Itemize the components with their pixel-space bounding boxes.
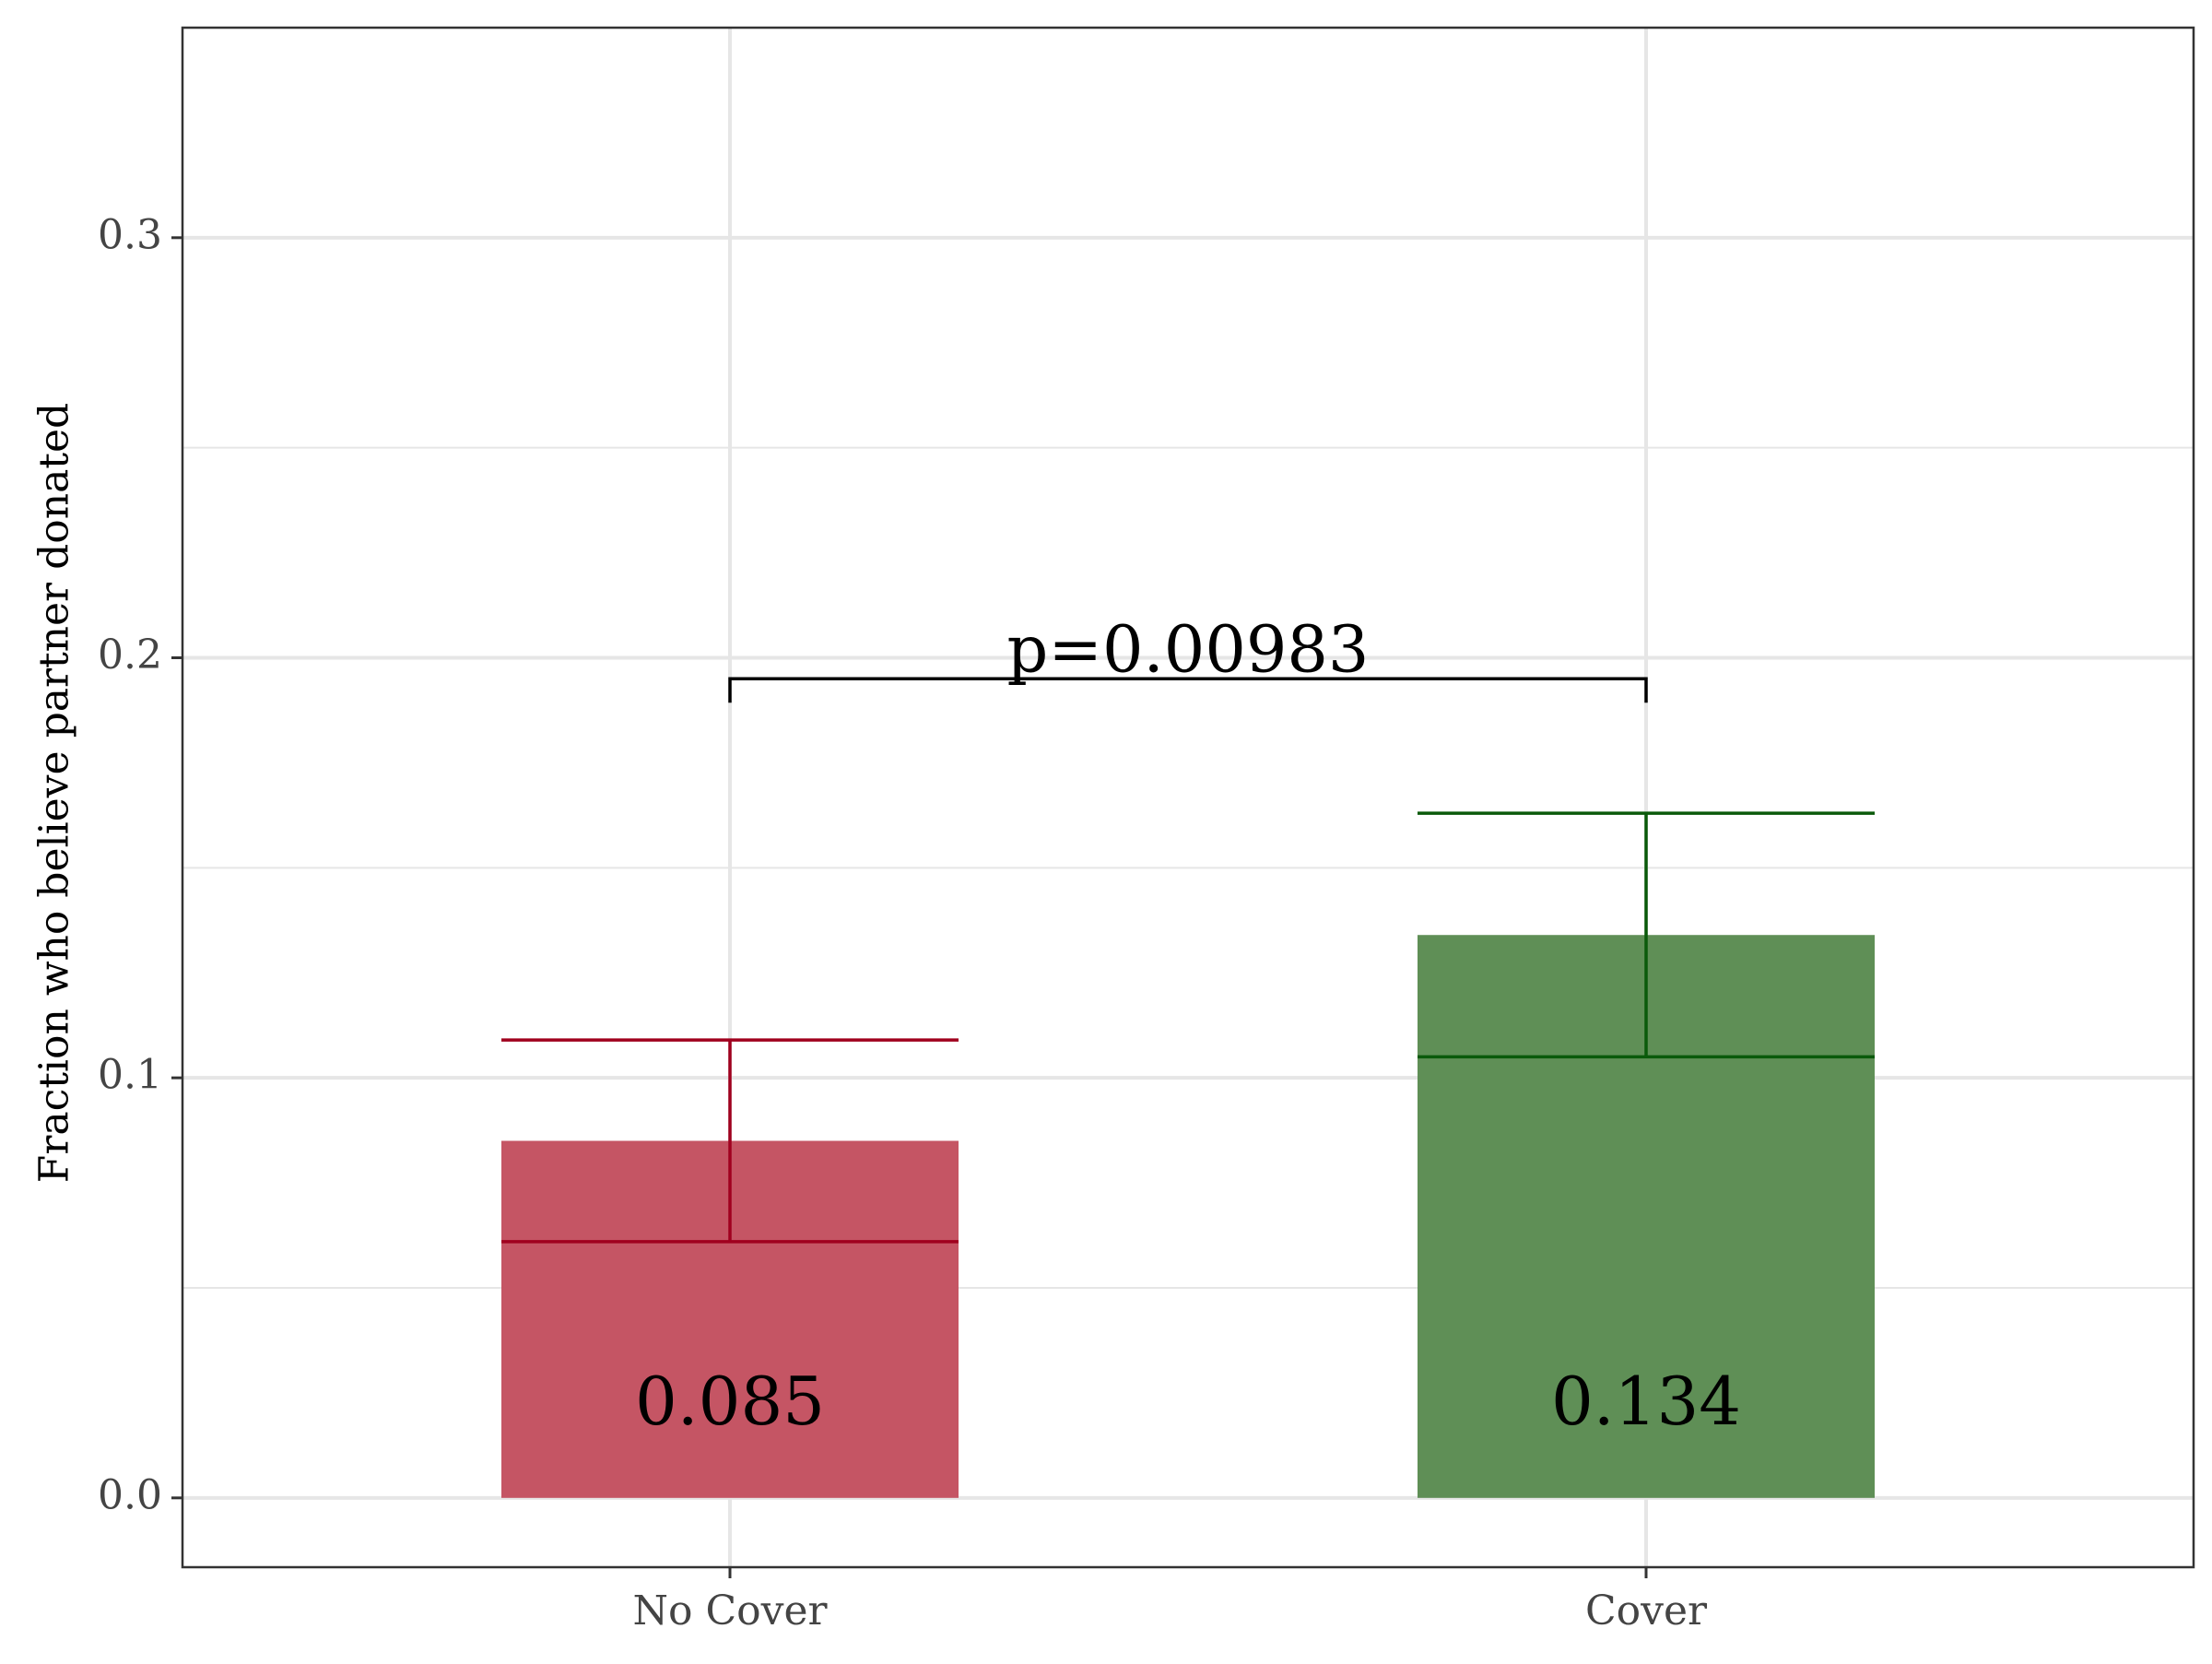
grid-layer: [182, 28, 2194, 1567]
error-bar-layer: [501, 811, 1875, 1244]
y-axis-title: Fraction who believe partner donated: [31, 403, 78, 1183]
axis-layer: 0.0 0.1 0.2 0.3 No Cover Cover: [98, 26, 2195, 1634]
y-tick-label: 0.3: [98, 211, 162, 258]
significance-bracket: [728, 677, 1648, 703]
x-tick-label: Cover: [1585, 1587, 1708, 1634]
data-label: 0.134: [1551, 1363, 1741, 1440]
data-label-layer: 0.085 0.134: [635, 1363, 1741, 1440]
y-tick-label: 0.0: [98, 1471, 162, 1518]
y-tick-label: 0.2: [98, 631, 162, 679]
annotation-layer: [728, 677, 1648, 703]
y-tick-label: 0.1: [98, 1052, 162, 1099]
plot-panel-border: [181, 26, 2195, 1569]
x-tick-label: No Cover: [632, 1587, 828, 1634]
data-label: 0.085: [635, 1363, 825, 1440]
p-value-annotation: p=0.00983: [1007, 611, 1370, 687]
